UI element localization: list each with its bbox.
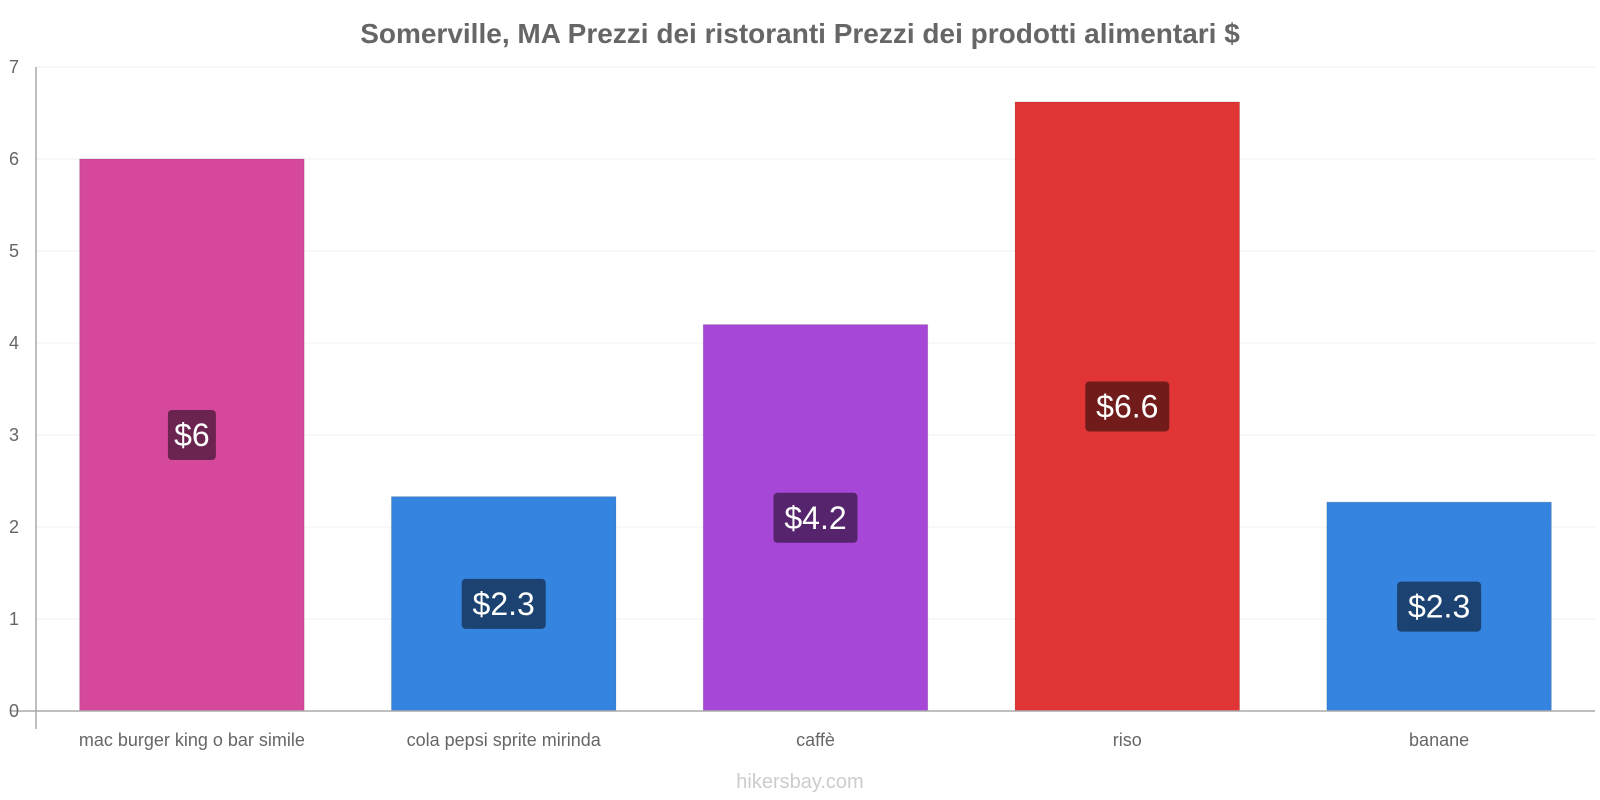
y-tick-label: 6 (9, 149, 19, 169)
data-label: $2.3 (1408, 589, 1470, 625)
x-category-label: banane (1409, 730, 1469, 750)
y-tick-label: 4 (9, 333, 19, 353)
x-category-label: riso (1113, 730, 1142, 750)
data-label-box (1085, 381, 1170, 432)
data-label: $4.2 (784, 500, 846, 536)
y-tick-label: 1 (9, 609, 19, 629)
y-tick-label: 3 (9, 425, 19, 445)
y-tick-label: 0 (9, 701, 19, 721)
data-label: $6.6 (1096, 388, 1158, 424)
x-category-label: mac burger king o bar simile (79, 730, 305, 750)
data-labels: $6 $2.3 $4.2 $6.6 $2.3 (167, 381, 1482, 632)
y-axis-ticks: 0 1 2 3 4 5 6 7 (9, 57, 19, 721)
y-tick-label: 7 (9, 57, 19, 77)
data-label-box (167, 410, 216, 460)
axes (10, 67, 1595, 729)
y-tick-label: 5 (9, 241, 19, 261)
x-axis-categories: mac burger king o bar simile cola pepsi s… (79, 730, 1469, 750)
watermark: hikersbay.com (736, 771, 863, 793)
data-label: $6 (174, 417, 210, 453)
x-category-label: caffè (796, 730, 835, 750)
x-category-label: cola pepsi sprite mirinda (407, 730, 602, 750)
data-label-box (1397, 581, 1482, 632)
data-label-box (773, 492, 858, 543)
data-label-box (461, 578, 546, 629)
data-label: $2.3 (473, 586, 535, 622)
chart-title: Somerville, MA Prezzi dei ristoranti Pre… (360, 18, 1240, 49)
y-tick-label: 2 (9, 517, 19, 537)
bars (79, 101, 1552, 712)
